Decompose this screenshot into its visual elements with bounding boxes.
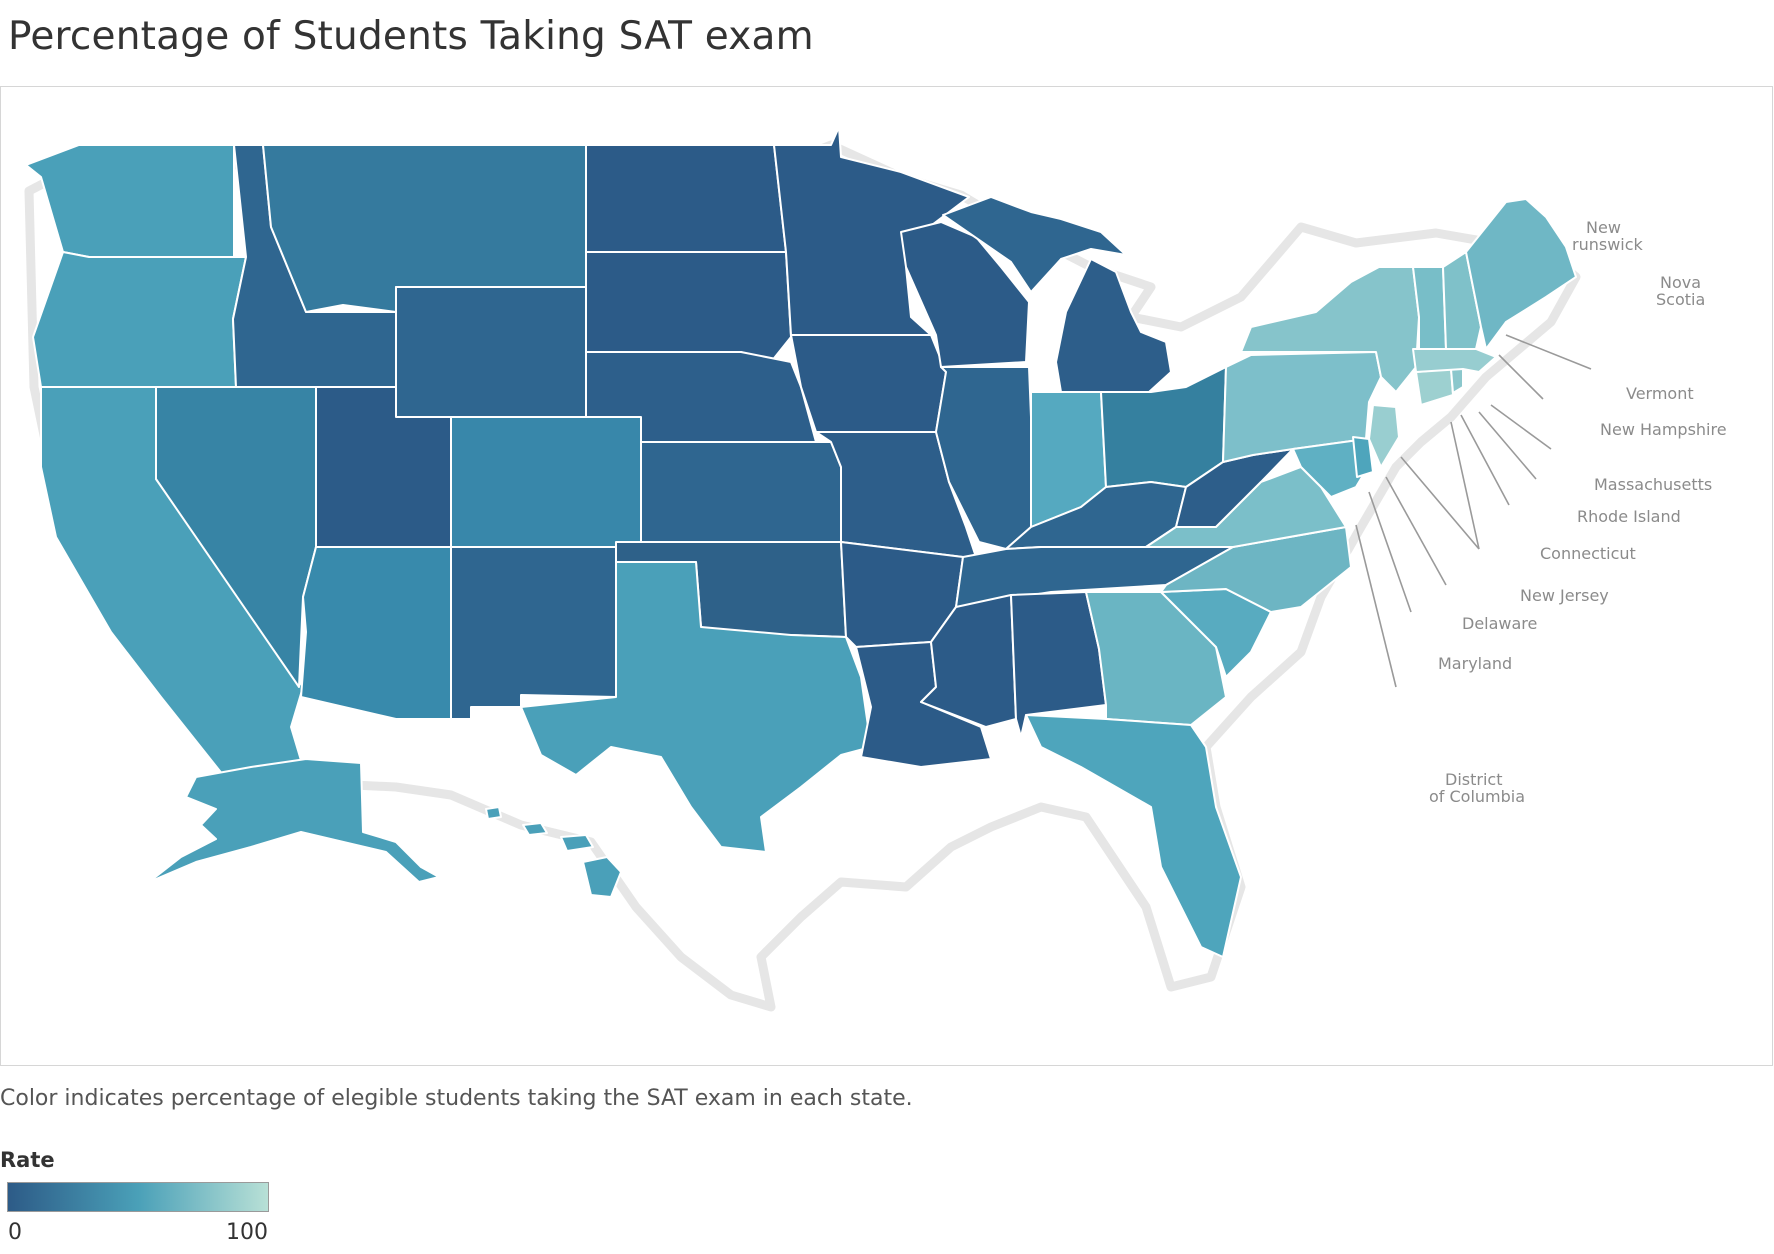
state-washington[interactable] [25, 144, 235, 258]
label-new-hampshire: New Hampshire [1600, 420, 1727, 439]
label-massachusetts: Massachusetts [1594, 475, 1712, 494]
state-oregon[interactable] [32, 251, 247, 388]
state-north-dakota[interactable] [585, 144, 787, 253]
state-wyoming[interactable] [395, 286, 587, 418]
state-connecticut[interactable] [1415, 368, 1454, 406]
state-hawaii[interactable] [485, 806, 622, 898]
label-dc-2: of Columbia [1429, 787, 1525, 806]
label-connecticut: Connecticut [1540, 544, 1636, 563]
map-title: Percentage of Students Taking SAT exam [8, 14, 814, 59]
state-colorado[interactable] [450, 416, 642, 548]
state-new-hampshire[interactable] [1442, 251, 1482, 350]
label-rhode-island: Rhode Island [1577, 507, 1681, 526]
state-new-jersey[interactable] [1368, 404, 1400, 468]
state-south-dakota[interactable] [585, 251, 792, 363]
state-pennsylvania[interactable] [1222, 351, 1382, 463]
legend-color-ramp [7, 1182, 269, 1212]
state-new-mexico[interactable] [450, 546, 617, 720]
callout-leaders [1355, 334, 1592, 688]
state-rhode-island[interactable] [1450, 368, 1464, 394]
state-maine[interactable] [1465, 198, 1577, 350]
state-kansas[interactable] [640, 441, 842, 543]
legend-title: Rate [0, 1148, 55, 1172]
label-new-brunswick-1: New [1586, 218, 1621, 237]
state-wisconsin[interactable] [900, 221, 1030, 368]
state-michigan[interactable] [1055, 258, 1172, 393]
legend-min-label: 0 [8, 1220, 22, 1245]
state-alaska[interactable] [148, 758, 440, 883]
label-nova-scotia-2: Scotia [1656, 290, 1705, 309]
us-choropleth-map: New runswick Nova Scotia Vermont New Ham… [24, 126, 1727, 1012]
state-michigan-upper[interactable] [942, 196, 1127, 293]
state-massachusetts[interactable] [1412, 348, 1497, 373]
label-new-brunswick-2: runswick [1572, 235, 1644, 254]
legend-max-label: 100 [226, 1220, 268, 1245]
state-florida[interactable] [1025, 714, 1242, 958]
label-maryland: Maryland [1438, 654, 1512, 673]
state-arizona[interactable] [300, 546, 452, 720]
map-caption: Color indicates percentage of elegible s… [0, 1086, 913, 1111]
state-texas[interactable] [520, 561, 872, 853]
label-delaware: Delaware [1462, 614, 1537, 633]
label-dc-1: District [1445, 770, 1502, 789]
state-vermont[interactable] [1412, 266, 1447, 350]
map-frame: New runswick Nova Scotia Vermont New Ham… [0, 86, 1773, 1066]
label-vermont: Vermont [1626, 384, 1694, 403]
label-new-jersey: New Jersey [1520, 586, 1609, 605]
state-delaware[interactable] [1352, 436, 1374, 478]
state-iowa[interactable] [790, 334, 947, 433]
label-nova-scotia-1: Nova [1660, 273, 1701, 292]
